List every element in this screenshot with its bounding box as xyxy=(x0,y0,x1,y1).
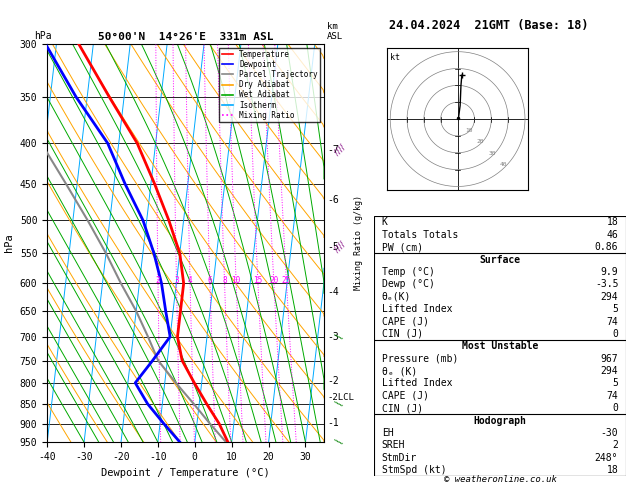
Text: -30: -30 xyxy=(601,428,618,438)
Text: Pressure (mb): Pressure (mb) xyxy=(382,354,458,364)
Text: CAPE (J): CAPE (J) xyxy=(382,391,429,401)
Text: 74: 74 xyxy=(606,316,618,327)
Text: 25: 25 xyxy=(282,277,291,285)
Text: 967: 967 xyxy=(601,354,618,364)
Text: Lifted Index: Lifted Index xyxy=(382,379,452,388)
Legend: Temperature, Dewpoint, Parcel Trajectory, Dry Adiabat, Wet Adiabat, Isotherm, Mi: Temperature, Dewpoint, Parcel Trajectory… xyxy=(220,48,320,122)
Text: θₑ(K): θₑ(K) xyxy=(382,292,411,302)
Text: Lifted Index: Lifted Index xyxy=(382,304,452,314)
Text: 5: 5 xyxy=(613,304,618,314)
Y-axis label: hPa: hPa xyxy=(4,234,14,252)
Text: -6: -6 xyxy=(327,195,339,206)
Text: -3.5: -3.5 xyxy=(595,279,618,289)
Text: -7: -7 xyxy=(327,145,339,155)
Text: 0.86: 0.86 xyxy=(595,242,618,252)
Text: -4: -4 xyxy=(327,288,339,297)
Text: hPa: hPa xyxy=(35,31,52,41)
Text: Mixing Ratio (g/kg): Mixing Ratio (g/kg) xyxy=(354,195,363,291)
Text: 30: 30 xyxy=(488,151,496,156)
Text: 248°: 248° xyxy=(595,452,618,463)
Text: 2: 2 xyxy=(155,277,160,285)
Text: CIN (J): CIN (J) xyxy=(382,403,423,413)
Text: -3: -3 xyxy=(327,331,339,342)
Text: 74: 74 xyxy=(606,391,618,401)
Text: 5: 5 xyxy=(613,379,618,388)
Text: Most Unstable: Most Unstable xyxy=(462,341,538,351)
Text: kt: kt xyxy=(390,53,400,62)
Text: CIN (J): CIN (J) xyxy=(382,329,423,339)
Text: 3: 3 xyxy=(174,277,179,285)
Text: 18: 18 xyxy=(606,217,618,227)
Text: Surface: Surface xyxy=(479,255,521,264)
Text: 46: 46 xyxy=(606,230,618,240)
Text: Totals Totals: Totals Totals xyxy=(382,230,458,240)
Text: -1: -1 xyxy=(327,418,339,428)
Text: 18: 18 xyxy=(606,465,618,475)
Text: StmSpd (kt): StmSpd (kt) xyxy=(382,465,447,475)
Text: 294: 294 xyxy=(601,292,618,302)
Text: 10: 10 xyxy=(465,128,473,133)
Text: 6: 6 xyxy=(208,277,212,285)
Text: ////: //// xyxy=(332,240,347,254)
Text: -2LCL: -2LCL xyxy=(327,393,354,402)
Text: 0: 0 xyxy=(613,403,618,413)
Text: \: \ xyxy=(335,437,345,447)
Text: 40: 40 xyxy=(499,162,507,167)
Text: 20: 20 xyxy=(477,139,484,144)
Text: 294: 294 xyxy=(601,366,618,376)
Text: ////: //// xyxy=(332,143,347,157)
Text: θₑ (K): θₑ (K) xyxy=(382,366,417,376)
Text: 4: 4 xyxy=(187,277,192,285)
Text: 10: 10 xyxy=(231,277,241,285)
Text: 20: 20 xyxy=(269,277,279,285)
Text: CAPE (J): CAPE (J) xyxy=(382,316,429,327)
Title: 50°00'N  14°26'E  331m ASL: 50°00'N 14°26'E 331m ASL xyxy=(97,32,274,42)
Text: 8: 8 xyxy=(222,277,227,285)
Text: StmDir: StmDir xyxy=(382,452,417,463)
Text: -2: -2 xyxy=(327,376,339,386)
X-axis label: Dewpoint / Temperature (°C): Dewpoint / Temperature (°C) xyxy=(101,468,270,478)
Text: \: \ xyxy=(335,399,345,409)
Text: PW (cm): PW (cm) xyxy=(382,242,423,252)
Text: Dewp (°C): Dewp (°C) xyxy=(382,279,435,289)
Text: © weatheronline.co.uk: © weatheronline.co.uk xyxy=(443,474,557,484)
Text: K: K xyxy=(382,217,387,227)
Text: 24.04.2024  21GMT (Base: 18): 24.04.2024 21GMT (Base: 18) xyxy=(389,18,589,32)
Text: 9.9: 9.9 xyxy=(601,267,618,277)
Text: Hodograph: Hodograph xyxy=(474,416,526,426)
Text: -5: -5 xyxy=(327,242,339,252)
Text: Temp (°C): Temp (°C) xyxy=(382,267,435,277)
FancyBboxPatch shape xyxy=(374,216,626,476)
Text: 2: 2 xyxy=(613,440,618,451)
Text: km
ASL: km ASL xyxy=(327,22,343,41)
Text: \: \ xyxy=(335,332,345,342)
Text: EH: EH xyxy=(382,428,394,438)
Text: 15: 15 xyxy=(253,277,262,285)
Text: 0: 0 xyxy=(613,329,618,339)
Text: SREH: SREH xyxy=(382,440,405,451)
